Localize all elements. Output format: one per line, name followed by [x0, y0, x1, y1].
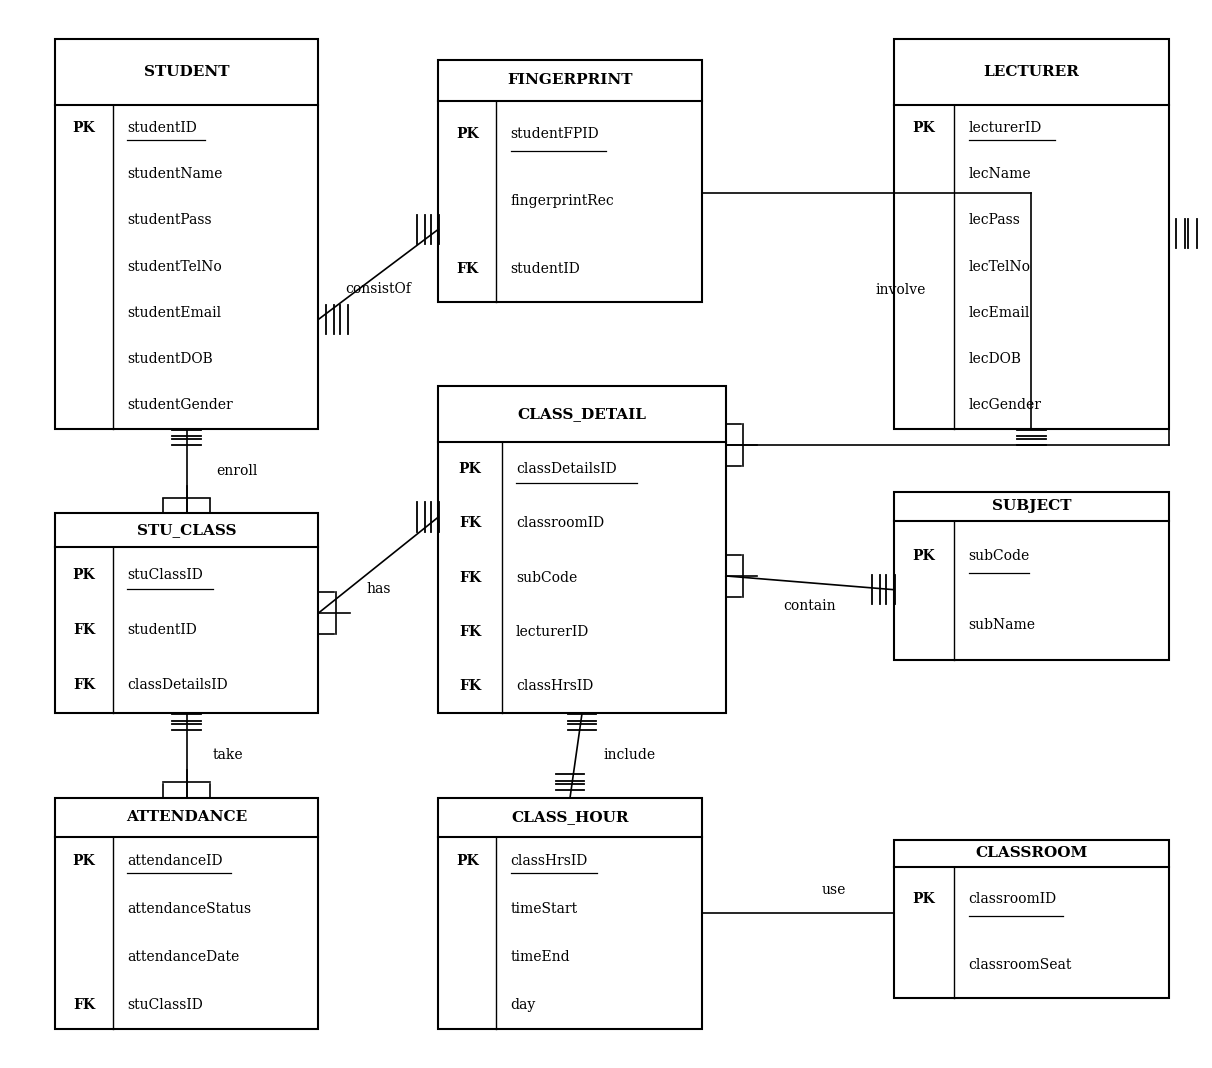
Text: FK: FK: [459, 625, 481, 639]
Text: day: day: [510, 999, 536, 1012]
Text: classroomID: classroomID: [516, 516, 604, 531]
Text: lecGender: lecGender: [968, 398, 1041, 412]
Text: FK: FK: [459, 516, 481, 531]
Text: studentEmail: studentEmail: [127, 305, 222, 320]
Text: lecturerID: lecturerID: [968, 121, 1042, 135]
Text: classroomSeat: classroomSeat: [968, 958, 1071, 972]
Text: fingerprintRec: fingerprintRec: [510, 194, 614, 208]
Text: PK: PK: [458, 462, 481, 476]
Text: studentTelNo: studentTelNo: [127, 260, 222, 273]
Text: include: include: [604, 749, 656, 763]
Text: FK: FK: [456, 262, 479, 276]
Text: classDetailsID: classDetailsID: [127, 678, 228, 692]
Text: lecturerID: lecturerID: [516, 625, 589, 639]
Text: attendanceDate: attendanceDate: [127, 951, 240, 964]
Text: studentFPID: studentFPID: [510, 127, 599, 141]
Text: PK: PK: [913, 893, 936, 907]
Text: enroll: enroll: [217, 464, 258, 477]
Text: PK: PK: [73, 854, 96, 868]
Text: studentID: studentID: [127, 121, 198, 135]
Text: LECTURER: LECTURER: [983, 65, 1079, 79]
Text: attendanceStatus: attendanceStatus: [127, 902, 251, 916]
Text: STUDENT: STUDENT: [144, 65, 229, 79]
Text: lecTelNo: lecTelNo: [968, 260, 1030, 273]
Text: subName: subName: [968, 618, 1035, 632]
Bar: [55, 798, 319, 1030]
Text: lecPass: lecPass: [968, 214, 1021, 227]
Text: use: use: [822, 883, 846, 897]
Text: involve: involve: [875, 283, 926, 297]
Bar: [55, 513, 319, 713]
Text: ATTENDANCE: ATTENDANCE: [126, 811, 247, 824]
Text: FINGERPRINT: FINGERPRINT: [508, 74, 633, 88]
Text: studentGender: studentGender: [127, 398, 233, 412]
Bar: [893, 839, 1170, 998]
Bar: [439, 387, 726, 713]
Text: FK: FK: [73, 623, 95, 638]
Text: CLASS_DETAIL: CLASS_DETAIL: [518, 407, 646, 421]
Text: PK: PK: [73, 121, 96, 135]
Text: PK: PK: [456, 127, 479, 141]
Bar: [893, 38, 1170, 428]
Text: take: take: [213, 749, 244, 763]
Text: attendanceID: attendanceID: [127, 854, 223, 868]
Text: studentName: studentName: [127, 168, 223, 182]
Text: subCode: subCode: [516, 570, 577, 584]
Text: stuClassID: stuClassID: [127, 999, 202, 1012]
Text: classroomID: classroomID: [968, 893, 1057, 907]
Text: STU_CLASS: STU_CLASS: [137, 523, 236, 537]
Text: FK: FK: [73, 678, 95, 692]
Text: studentDOB: studentDOB: [127, 352, 213, 366]
Text: CLASS_HOUR: CLASS_HOUR: [511, 811, 629, 824]
Text: studentID: studentID: [510, 262, 581, 276]
Text: FK: FK: [459, 679, 481, 693]
Text: consistOf: consistOf: [345, 282, 411, 296]
Text: lecDOB: lecDOB: [968, 352, 1022, 366]
Text: lecName: lecName: [968, 168, 1031, 182]
Text: timeStart: timeStart: [510, 902, 578, 916]
Text: lecEmail: lecEmail: [968, 305, 1030, 320]
Text: PK: PK: [456, 854, 479, 868]
Text: FK: FK: [459, 570, 481, 584]
Bar: [893, 492, 1170, 660]
Text: stuClassID: stuClassID: [127, 568, 202, 582]
Text: classHrsID: classHrsID: [510, 854, 588, 868]
Text: has: has: [366, 582, 390, 596]
Text: classDetailsID: classDetailsID: [516, 462, 617, 476]
Bar: [439, 60, 702, 302]
Text: studentID: studentID: [127, 623, 198, 638]
Text: SUBJECT: SUBJECT: [991, 499, 1071, 513]
Text: PK: PK: [73, 568, 96, 582]
Text: PK: PK: [913, 549, 936, 563]
Text: PK: PK: [913, 121, 936, 135]
Text: contain: contain: [783, 599, 836, 613]
Bar: [55, 38, 319, 428]
Text: studentPass: studentPass: [127, 214, 212, 227]
Text: FK: FK: [73, 999, 95, 1012]
Text: subCode: subCode: [968, 549, 1030, 563]
Text: CLASSROOM: CLASSROOM: [976, 846, 1087, 860]
Text: classHrsID: classHrsID: [516, 679, 593, 693]
Bar: [439, 798, 702, 1030]
Text: timeEnd: timeEnd: [510, 951, 571, 964]
